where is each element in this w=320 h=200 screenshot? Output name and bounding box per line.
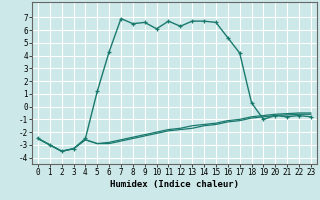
X-axis label: Humidex (Indice chaleur): Humidex (Indice chaleur): [110, 180, 239, 189]
